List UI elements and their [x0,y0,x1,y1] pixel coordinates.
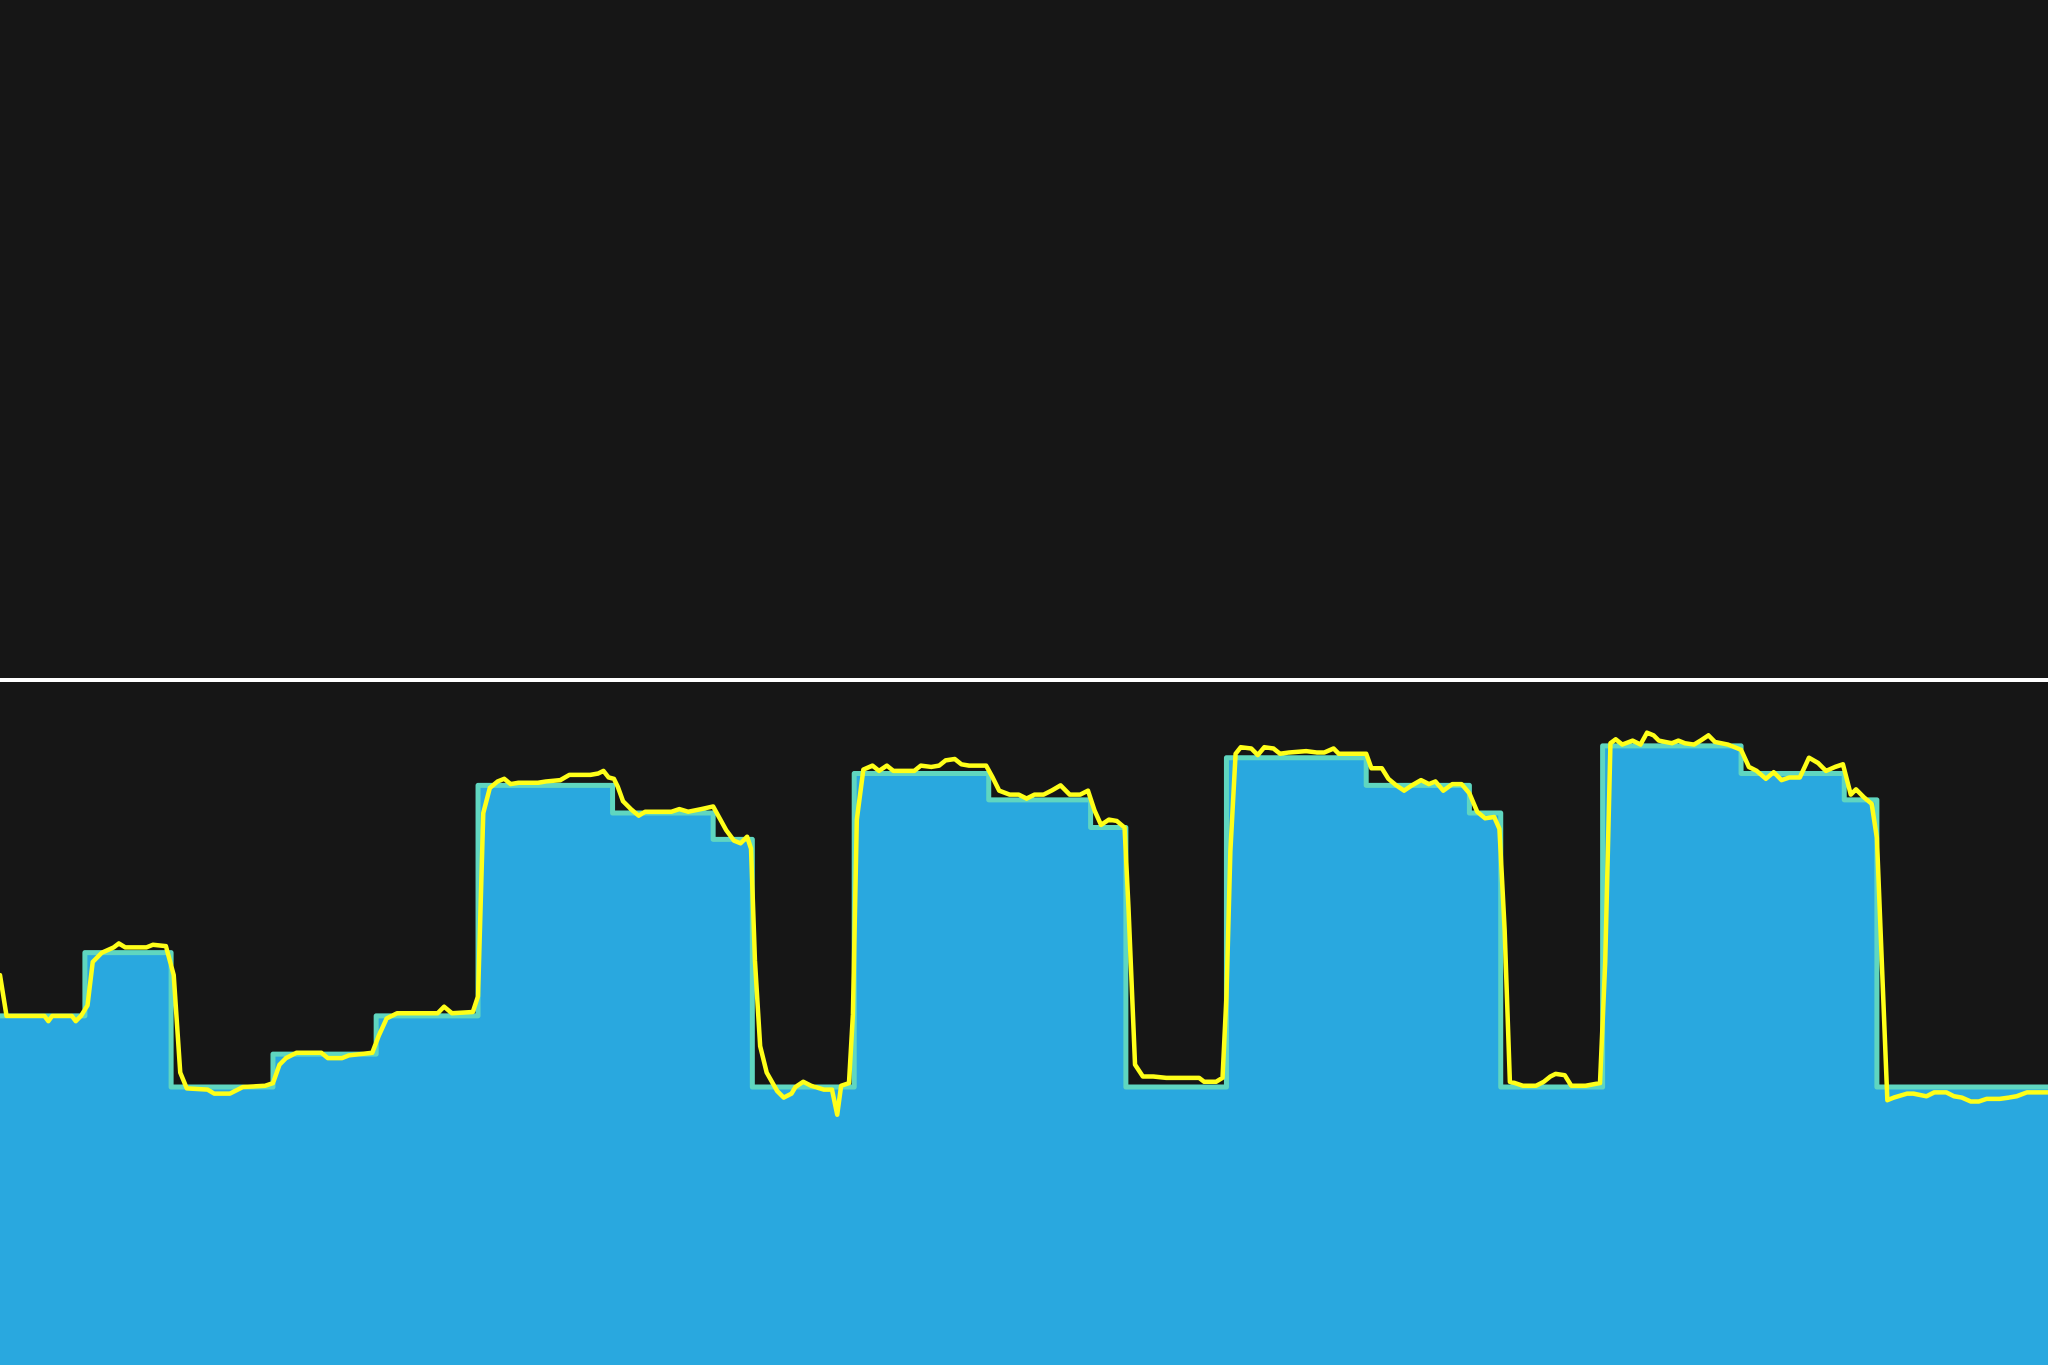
series-area-fill [0,745,2048,1365]
series-line [0,730,2048,1117]
series-layer [0,730,2048,1365]
